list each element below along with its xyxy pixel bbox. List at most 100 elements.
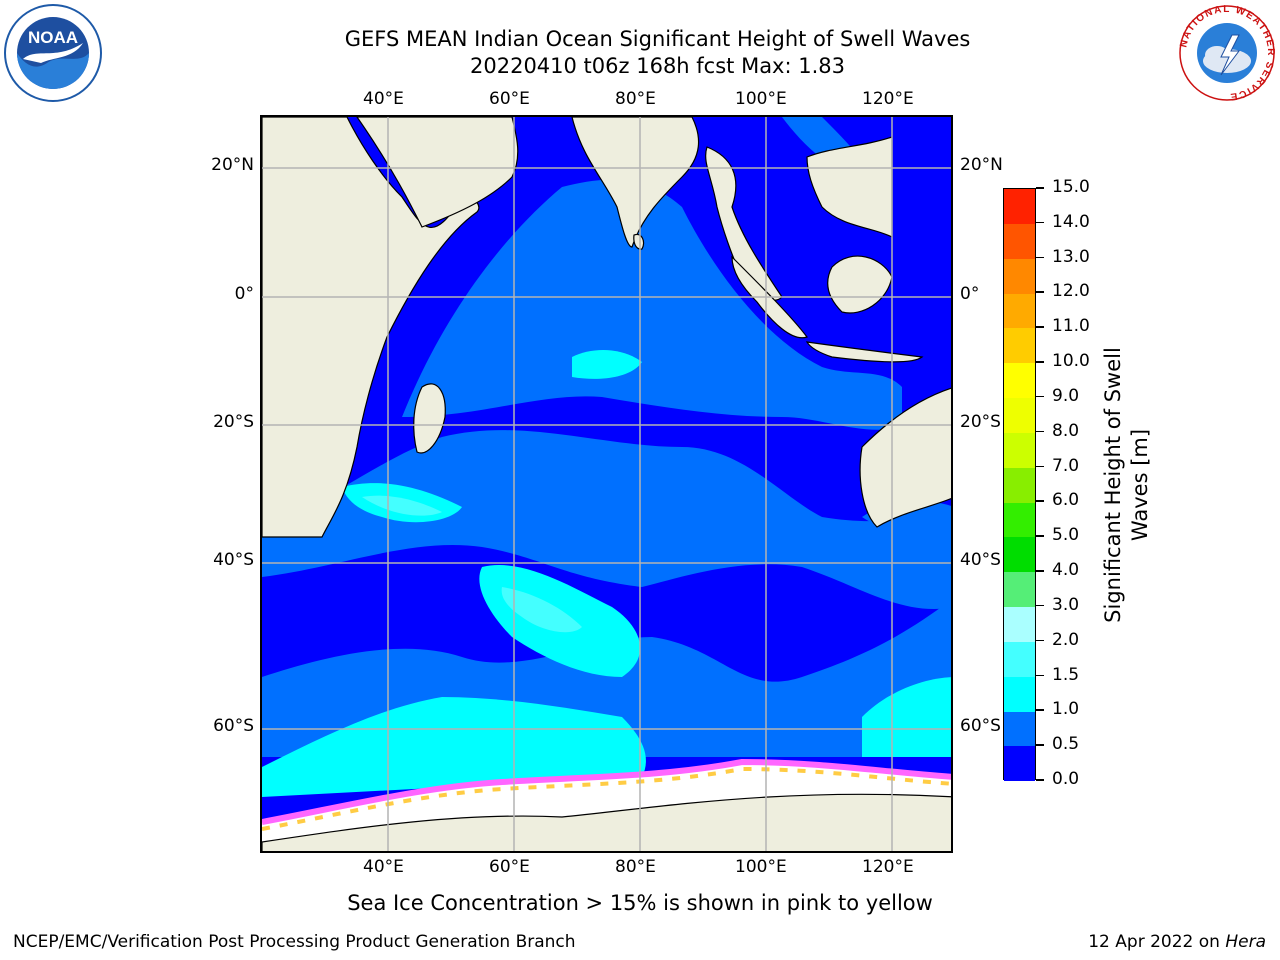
colorbar-tick — [1036, 256, 1044, 259]
australia — [859, 387, 951, 528]
colorbar-tick-label: 8.0 — [1052, 420, 1080, 441]
map-title: GEFS MEAN Indian Ocean Significant Heigh… — [344, 27, 971, 51]
colorbar-cell — [1004, 746, 1035, 782]
colorbar-tick-label: 11.0 — [1052, 316, 1090, 337]
colorbar-cell — [1004, 711, 1035, 747]
colorbar-cell — [1004, 328, 1035, 364]
colorbar-cell — [1004, 606, 1035, 642]
antarctica-landmass — [262, 793, 951, 851]
colorbar-tick — [1036, 395, 1044, 398]
colorbar-cell — [1004, 258, 1035, 294]
colorbar-cell — [1004, 397, 1035, 433]
sea-ice-edge-pink — [262, 758, 951, 825]
colorbar-cell — [1004, 293, 1035, 329]
lon-tick-bottom-1: 40°E — [363, 857, 404, 877]
footer-date-text: 12 Apr 2022 on — [1088, 932, 1226, 952]
lon-tick-bottom-2: 60°E — [489, 857, 530, 877]
swell-band-1.5-2.0 — [362, 495, 582, 633]
colorbar-tick-label: 12.0 — [1052, 281, 1090, 302]
colorbar-cell — [1004, 223, 1035, 259]
lat-tick-right-1: 20°N — [960, 155, 1003, 175]
map-area — [260, 115, 953, 853]
colorbar-tick — [1036, 604, 1044, 607]
lon-tick-bottom-4: 100°E — [735, 857, 787, 877]
lat-tick-left-4: 40°S — [213, 550, 254, 570]
colorbar-tick-label: 5.0 — [1052, 525, 1080, 546]
colorbar-tick-label: 14.0 — [1052, 211, 1090, 232]
colorbar-tick-label: 9.0 — [1052, 385, 1080, 406]
colorbar-tick — [1036, 674, 1044, 677]
map-subtitle: 20220410 t06z 168h fcst Max: 1.83 — [470, 54, 845, 78]
colorbar-tick-label: 2.0 — [1052, 629, 1080, 650]
colorbar-tick-label: 6.0 — [1052, 490, 1080, 511]
colorbar-tick — [1036, 187, 1044, 189]
colorbar-tick-label: 7.0 — [1052, 455, 1080, 476]
colorbar-tick — [1036, 535, 1044, 537]
colorbar-tick-label: 3.0 — [1052, 594, 1080, 615]
lat-tick-left-5: 60°S — [213, 716, 254, 736]
colorbar-tick — [1036, 779, 1044, 781]
lon-tick-bottom-5: 120°E — [862, 857, 914, 877]
colorbar — [1003, 188, 1036, 782]
lon-tick-top-4: 100°E — [735, 89, 787, 109]
colorbar-tick — [1036, 291, 1044, 293]
lat-tick-right-3: 20°S — [960, 412, 1001, 432]
colorbar-cell — [1004, 502, 1035, 538]
colorbar-tick-label: 1.0 — [1052, 699, 1080, 720]
colorbar-tick-label: 10.0 — [1052, 351, 1090, 372]
colorbar-tick — [1036, 361, 1044, 363]
footer-credit: NCEP/EMC/Verification Post Processing Pr… — [13, 932, 576, 952]
colorbar-cell — [1004, 572, 1035, 608]
lon-tick-bottom-3: 80°E — [615, 857, 656, 877]
nws-logo: NATIONAL WEATHER SERVICE — [1178, 4, 1275, 102]
lat-tick-left-1: 20°N — [211, 155, 254, 175]
colorbar-tick-label: 0.0 — [1052, 769, 1080, 789]
lat-tick-left-2: 0° — [234, 284, 254, 304]
footer-host: Hera — [1225, 932, 1266, 952]
colorbar-cell — [1004, 467, 1035, 503]
colorbar-cell — [1004, 363, 1035, 399]
colorbar-cell — [1004, 641, 1035, 677]
colorbar-tick-label: 13.0 — [1052, 246, 1090, 267]
gridlines — [262, 117, 951, 851]
colorbar-tick — [1036, 500, 1044, 502]
colorbar-tick — [1036, 744, 1044, 746]
java — [805, 341, 924, 363]
lon-tick-top-2: 60°E — [489, 89, 530, 109]
map-canvas — [262, 117, 951, 851]
colorbar-tick — [1036, 709, 1044, 711]
colorbar-tick-label: 0.5 — [1052, 734, 1080, 755]
colorbar-tick-label: 4.0 — [1052, 560, 1080, 581]
land-masses — [262, 117, 951, 538]
lon-tick-top-3: 80°E — [615, 89, 656, 109]
colorbar-cell — [1004, 537, 1035, 573]
colorbar-cell — [1004, 432, 1035, 468]
noaa-logo: NOAA — [4, 4, 102, 102]
colorbar-tick-label: 15.0 — [1052, 177, 1090, 197]
colorbar-tick — [1036, 639, 1044, 642]
colorbar-cell — [1004, 189, 1035, 224]
lat-tick-right-5: 60°S — [960, 716, 1001, 736]
colorbar-cell — [1004, 676, 1035, 712]
lat-tick-right-2: 0° — [960, 284, 980, 304]
colorbar-tick — [1036, 221, 1044, 224]
madagascar — [413, 383, 446, 454]
indochina — [806, 136, 893, 238]
colorbar-tick — [1036, 570, 1044, 572]
sea-ice-caption: Sea Ice Concentration > 15% is shown in … — [347, 891, 933, 915]
footer-date: 12 Apr 2022 on Hera — [1088, 932, 1266, 952]
lon-tick-top-1: 40°E — [363, 89, 404, 109]
africa — [262, 117, 480, 538]
lon-tick-top-5: 120°E — [862, 89, 914, 109]
lat-tick-left-3: 20°S — [213, 412, 254, 432]
svg-text:NOAA: NOAA — [28, 28, 78, 47]
colorbar-tick — [1036, 430, 1044, 433]
colorbar-title: Significant Height of Swell Waves [m] — [1101, 347, 1152, 623]
colorbar-tick-label: 1.5 — [1052, 664, 1080, 685]
colorbar-tick — [1036, 465, 1044, 468]
colorbar-tick — [1036, 326, 1044, 328]
arabia — [356, 117, 519, 228]
india — [571, 117, 700, 248]
lat-tick-right-4: 40°S — [960, 550, 1001, 570]
borneo — [827, 255, 893, 314]
